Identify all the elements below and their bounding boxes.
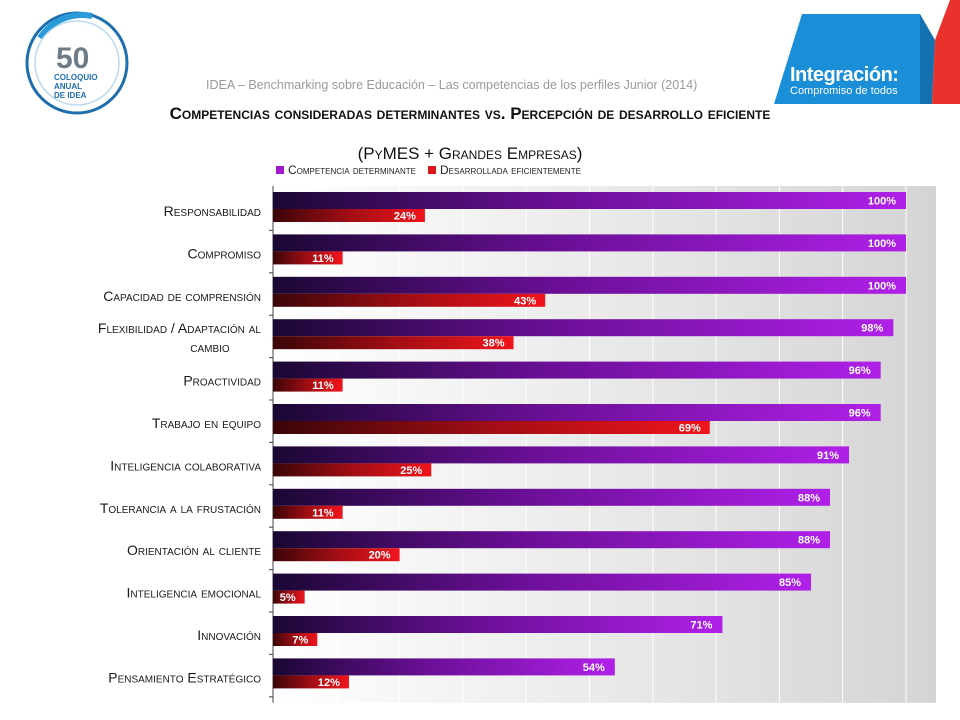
- bar-desarrollada: [273, 548, 400, 562]
- category-label: Responsabilidad: [164, 203, 261, 219]
- legend-label-desarrollada: Desarrollada eficientemente: [440, 163, 581, 177]
- category-label: Flexibilidad / Adaptación al cambio: [98, 320, 262, 355]
- category-label: Innovación: [197, 627, 261, 643]
- integracion-brand-text: Integración: Compromiso de todos: [790, 64, 899, 97]
- coloquio-logo: 50 COLOQUIO ANUAL DE IDEA: [25, 11, 129, 115]
- bar-desarrollada: [273, 421, 710, 434]
- bar-determinante: [273, 658, 615, 676]
- data-label-determinante: 98%: [861, 323, 883, 335]
- bar-desarrollada: [273, 209, 425, 222]
- data-label-desarrollada: 12%: [318, 677, 340, 689]
- integracion-brand-graphic: [774, 0, 960, 104]
- page-subtitle: IDEA – Benchmarking sobre Educación – La…: [206, 78, 698, 92]
- chart-subtitle: (PyMES + Grandes Empresas): [357, 144, 583, 163]
- logo-line-3: DE IDEA: [54, 91, 87, 100]
- chart-legend: Competencia determinante Desarrollada ef…: [276, 163, 581, 177]
- data-label-desarrollada: 20%: [369, 550, 391, 562]
- bar-determinante: [273, 276, 906, 294]
- category-label: Inteligencia emocional: [127, 585, 262, 601]
- category-label: Capacidad de comprensión: [103, 288, 261, 304]
- legend-item-desarrollada: Desarrollada eficientemente: [428, 163, 581, 177]
- bar-determinante: [273, 531, 831, 549]
- bar-desarrollada: [273, 293, 546, 307]
- category-label: Orientación al cliente: [127, 542, 261, 558]
- legend-item-determinante: Competencia determinante: [276, 163, 416, 177]
- legend-label-determinante: Competencia determinante: [288, 163, 417, 177]
- bar-desarrollada: [273, 463, 432, 477]
- bar-determinante: [273, 488, 831, 506]
- logo-number: 50: [56, 42, 89, 75]
- data-label-desarrollada: 69%: [679, 423, 701, 435]
- data-label-determinante: 100%: [868, 196, 896, 208]
- data-label-desarrollada: 25%: [400, 465, 422, 477]
- brand-subtitle: Compromiso de todos: [790, 85, 898, 97]
- bar-determinante: [273, 616, 723, 633]
- bar-determinante: [273, 446, 850, 464]
- data-label-desarrollada: 38%: [483, 338, 505, 350]
- bar-desarrollada: [273, 505, 343, 519]
- legend-swatch-determinante: [276, 166, 284, 174]
- data-label-desarrollada: 11%: [312, 253, 334, 265]
- category-label: Tolerancia a la frustación: [100, 500, 261, 516]
- bar-desarrollada: [273, 675, 349, 689]
- bar-determinante: [273, 573, 812, 591]
- logo-line-1: COLOQUIO: [54, 73, 98, 82]
- data-label-determinante: 100%: [868, 238, 896, 250]
- data-label-desarrollada: 24%: [394, 211, 416, 223]
- bar-chart: 100% 24% Responsabilidad 100% 11% Compromiso 1…: [98, 186, 936, 703]
- data-label-determinante: 91%: [817, 450, 839, 462]
- bar-determinante: [273, 361, 881, 379]
- brand-title: Integración:: [790, 64, 899, 86]
- data-label-determinante: 85%: [779, 577, 801, 589]
- category-label: Proactividad: [183, 373, 261, 389]
- bar-determinante: [273, 319, 894, 337]
- data-label-determinante: 88%: [798, 535, 820, 547]
- bar-determinante: [273, 234, 906, 252]
- data-label-determinante: 96%: [849, 365, 871, 377]
- data-label-determinante: 54%: [583, 662, 605, 674]
- data-label-determinante: 100%: [868, 280, 896, 292]
- legend-swatch-desarrollada: [428, 166, 437, 174]
- bar-determinante: [273, 404, 881, 421]
- category-label: Trabajo en equipo: [152, 415, 261, 431]
- bar-desarrollada: [273, 633, 318, 646]
- category-label: Compromiso: [188, 245, 262, 261]
- chart-title: Competencias consideradas determinantes …: [169, 104, 771, 123]
- data-label-desarrollada: 5%: [280, 592, 296, 604]
- data-label-desarrollada: 7%: [292, 635, 308, 647]
- category-label: Pensamiento Estratégico: [108, 669, 261, 685]
- data-label-determinante: 96%: [849, 408, 871, 420]
- data-label-determinante: 71%: [690, 620, 712, 632]
- logo-line-2: ANUAL: [54, 82, 82, 91]
- bar-determinante: [273, 192, 906, 209]
- data-label-desarrollada: 11%: [312, 380, 334, 392]
- bar-desarrollada: [273, 336, 514, 350]
- category-label: Inteligencia colaborativa: [110, 457, 261, 473]
- bar-desarrollada: [273, 378, 343, 392]
- bar-desarrollada: [273, 590, 305, 604]
- bar-desarrollada: [273, 251, 343, 265]
- data-label-determinante: 88%: [798, 492, 820, 504]
- data-label-desarrollada: 43%: [514, 295, 536, 307]
- data-label-desarrollada: 11%: [312, 507, 334, 519]
